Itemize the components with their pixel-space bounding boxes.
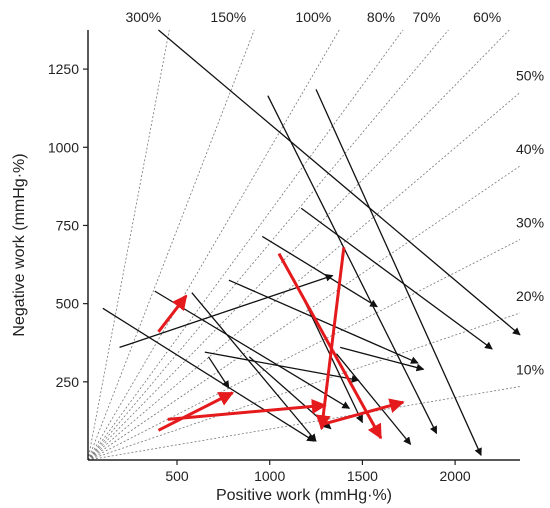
reference-line-1 xyxy=(87,29,255,461)
series-1-arrow-1 xyxy=(157,391,234,432)
series-0-arrow-2 xyxy=(315,89,482,457)
reference-line-6 xyxy=(87,92,521,461)
y-tick-label-2: 750 xyxy=(56,217,80,233)
reference-line-0 xyxy=(87,29,170,461)
x-tick-label-2: 1500 xyxy=(347,468,378,484)
x-tick-label-1: 1000 xyxy=(254,468,285,484)
reference-label-6: 50% xyxy=(516,68,544,84)
x-tick-label-3: 2000 xyxy=(440,468,471,484)
reference-label-10: 10% xyxy=(516,362,544,378)
reference-line-9 xyxy=(87,312,521,461)
x-ticks: 500 1000 1500 2000 xyxy=(165,460,471,484)
y-ticks: 250 500 750 1000 1250 xyxy=(48,61,88,390)
reference-label-5: 60% xyxy=(473,9,501,25)
reference-label-0: 300% xyxy=(125,9,161,25)
reference-lines xyxy=(87,29,521,461)
series-0-arrow-8 xyxy=(191,292,317,442)
reference-labels: 300% 150% 100% 80% 70% 60% 50% 40% 30% 20% 10% xyxy=(125,9,544,378)
series-0-arrow-5 xyxy=(228,279,419,364)
reference-line-4 xyxy=(87,29,449,461)
series-0-arrow-15 xyxy=(207,356,230,389)
y-tick-label-1: 500 xyxy=(56,296,80,312)
reference-line-8 xyxy=(87,239,521,461)
series-0-arrow-9 xyxy=(102,307,315,442)
y-tick-label-0: 250 xyxy=(56,374,80,390)
reference-label-2: 100% xyxy=(295,9,331,25)
series-0-arrow-4 xyxy=(261,235,378,308)
y-axis-title: Negative work (mmHg·%) xyxy=(11,153,28,336)
reference-line-5 xyxy=(87,29,510,461)
series-1-arrow-2 xyxy=(167,399,327,421)
reference-line-2 xyxy=(87,29,340,461)
series-0-arrow-0 xyxy=(158,29,521,336)
series-0-arrow-3 xyxy=(300,207,493,350)
x-tick-label-0: 500 xyxy=(165,468,189,484)
reference-label-4: 70% xyxy=(412,9,440,25)
series-0-arrow-1 xyxy=(267,95,438,435)
reference-label-7: 40% xyxy=(516,141,544,157)
reference-line-10 xyxy=(87,386,521,461)
series-0-arrow-12 xyxy=(335,353,412,445)
series-1-arrow-0 xyxy=(157,294,188,333)
reference-label-8: 30% xyxy=(516,215,544,231)
series-0-arrow-10 xyxy=(204,351,360,383)
reference-label-9: 20% xyxy=(516,288,544,304)
reference-label-1: 150% xyxy=(210,9,246,25)
arrows xyxy=(102,29,521,457)
series-1-arrow-5 xyxy=(323,398,405,426)
y-tick-label-3: 1000 xyxy=(48,139,79,155)
x-axis-title: Positive work (mmHg·%) xyxy=(216,487,392,504)
reference-line-3 xyxy=(87,29,404,461)
series-0-arrow-11 xyxy=(339,346,425,372)
reference-label-3: 80% xyxy=(367,9,395,25)
series-0-arrow-7 xyxy=(154,290,351,409)
series-1-arrow-3 xyxy=(315,247,346,431)
y-tick-label-4: 1250 xyxy=(48,61,79,77)
series-1-arrow-4 xyxy=(277,252,383,440)
axes xyxy=(87,30,520,461)
